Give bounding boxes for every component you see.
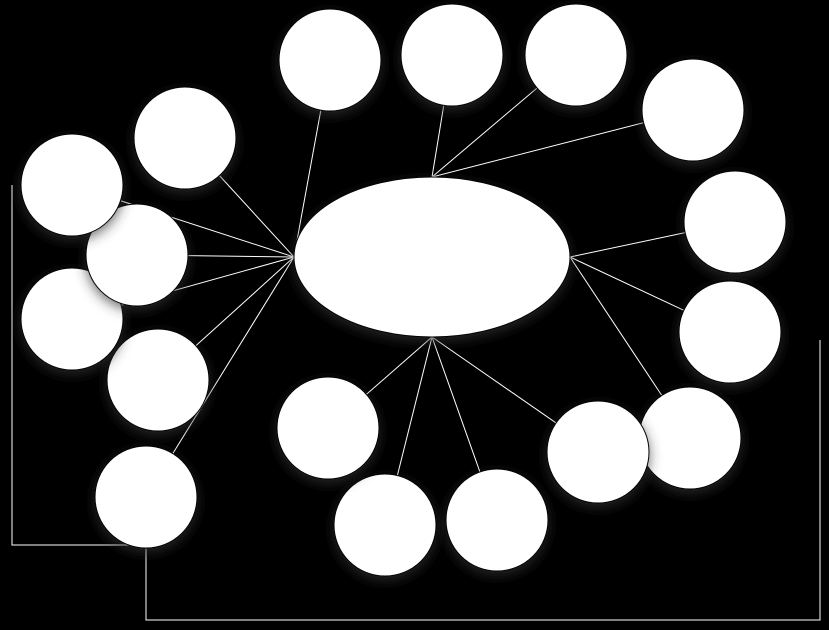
satellite-node (684, 171, 786, 273)
satellite-node (525, 4, 627, 106)
satellite-node (334, 474, 436, 576)
satellite-node (277, 377, 379, 479)
satellite-node (639, 387, 741, 489)
satellite-node (679, 281, 781, 383)
satellite-node (95, 446, 197, 548)
satellite-node (134, 87, 236, 189)
network-diagram (0, 0, 829, 630)
satellite-node (401, 4, 503, 106)
satellite-node (642, 59, 744, 161)
center-node (294, 177, 570, 337)
satellite-node (547, 401, 649, 503)
satellite-node (21, 134, 123, 236)
satellite-node (279, 9, 381, 111)
satellite-node (107, 329, 209, 431)
satellite-node (446, 469, 548, 571)
